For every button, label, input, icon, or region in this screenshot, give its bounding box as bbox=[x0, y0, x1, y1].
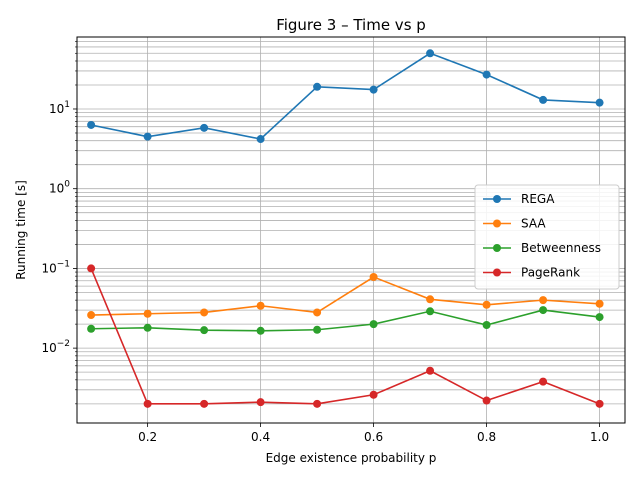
data-point-pagerank bbox=[426, 366, 435, 375]
legend-entry-betweenness: Betweenness bbox=[483, 241, 601, 255]
chart-title: Figure 3 – Time vs p bbox=[276, 16, 426, 34]
data-point-rega bbox=[539, 95, 548, 104]
data-point-rega bbox=[200, 123, 209, 132]
data-point-betweenness bbox=[200, 326, 209, 335]
data-point-rega bbox=[595, 98, 604, 107]
series-line-saa bbox=[91, 276, 600, 316]
legend-label: Betweenness bbox=[521, 241, 601, 255]
plot-series bbox=[87, 49, 604, 408]
data-point-pagerank bbox=[256, 398, 265, 407]
series-line-betweenness bbox=[91, 309, 600, 332]
x-tick-label: 1.0 bbox=[590, 430, 609, 444]
y-tick-label: 10−1 bbox=[41, 259, 70, 275]
data-point-rega bbox=[87, 120, 96, 129]
x-tick-label: 0.6 bbox=[364, 430, 383, 444]
data-point-saa bbox=[482, 300, 491, 309]
data-point-betweenness bbox=[482, 321, 491, 330]
data-point-saa bbox=[143, 309, 152, 318]
data-point-rega bbox=[313, 82, 322, 91]
x-tick-label: 0.2 bbox=[138, 430, 157, 444]
series-saa bbox=[87, 273, 604, 320]
legend-marker bbox=[493, 268, 501, 277]
legend-label: SAA bbox=[521, 217, 546, 231]
legend: REGA SAA Betweenness PageRank bbox=[474, 184, 620, 290]
x-axis-label: Edge existence probability p bbox=[266, 451, 437, 465]
data-point-rega bbox=[256, 135, 265, 144]
data-point-rega bbox=[143, 132, 152, 141]
data-point-pagerank bbox=[143, 399, 152, 408]
data-point-betweenness bbox=[87, 324, 96, 333]
data-point-pagerank bbox=[539, 377, 548, 386]
legend-label: REGA bbox=[521, 192, 555, 206]
data-point-pagerank bbox=[369, 390, 378, 399]
y-tick-label: 10−2 bbox=[41, 339, 70, 355]
legend-label: PageRank bbox=[521, 266, 580, 280]
data-point-pagerank bbox=[87, 264, 96, 273]
data-point-saa bbox=[256, 301, 265, 310]
y-axis-label: Running time [s] bbox=[14, 180, 28, 280]
data-point-betweenness bbox=[256, 326, 265, 335]
legend-entry-rega: REGA bbox=[483, 192, 555, 206]
series-betweenness bbox=[87, 306, 604, 335]
legend-entry-pagerank: PageRank bbox=[483, 266, 580, 280]
data-point-betweenness bbox=[539, 306, 548, 315]
data-point-betweenness bbox=[313, 325, 322, 334]
legend-marker bbox=[493, 219, 501, 228]
data-point-pagerank bbox=[482, 396, 491, 405]
data-point-saa bbox=[87, 311, 96, 320]
data-point-betweenness bbox=[143, 323, 152, 332]
data-point-pagerank bbox=[595, 399, 604, 408]
series-line-pagerank bbox=[90, 268, 600, 405]
x-tick-label: 0.8 bbox=[477, 430, 496, 444]
data-point-rega bbox=[369, 85, 378, 94]
y-tick-label: 101 bbox=[49, 100, 70, 116]
data-point-saa bbox=[595, 299, 604, 308]
series-line-rega bbox=[90, 52, 600, 140]
data-point-rega bbox=[482, 70, 491, 79]
legend-entry-saa: SAA bbox=[483, 217, 546, 231]
data-point-saa bbox=[200, 308, 209, 317]
data-point-pagerank bbox=[313, 399, 322, 408]
plot-frame bbox=[76, 36, 626, 424]
legend-marker bbox=[493, 244, 501, 252]
data-point-saa bbox=[426, 295, 435, 304]
data-point-betweenness bbox=[426, 307, 435, 316]
data-point-betweenness bbox=[369, 320, 378, 329]
data-point-pagerank bbox=[200, 399, 209, 408]
data-point-saa bbox=[539, 296, 548, 305]
data-point-saa bbox=[369, 273, 378, 282]
legend-box bbox=[474, 184, 620, 290]
data-point-betweenness bbox=[595, 313, 604, 322]
x-tick-label: 0.4 bbox=[251, 430, 270, 444]
series-pagerank bbox=[87, 264, 604, 408]
data-point-rega bbox=[426, 49, 435, 58]
data-point-saa bbox=[313, 308, 322, 317]
series-rega bbox=[87, 49, 604, 144]
y-tick-label: 100 bbox=[49, 180, 70, 196]
legend-marker bbox=[493, 195, 501, 203]
axis-ticks: 0.2 0.4 0.6 0.8 1.0 10−2 10−1 100 101 bbox=[41, 41, 609, 444]
